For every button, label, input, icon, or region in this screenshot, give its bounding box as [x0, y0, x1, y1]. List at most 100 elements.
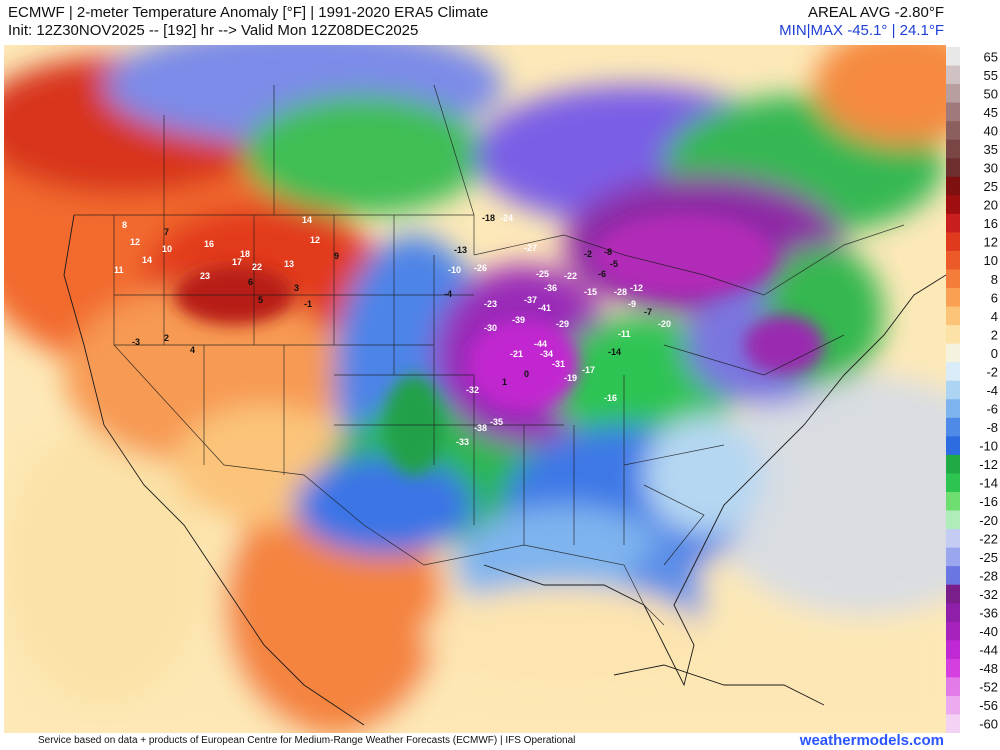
station-anomaly-value: -18	[482, 213, 495, 223]
data-credit: Service based on data + products of Euro…	[38, 735, 576, 746]
colorbar-tick-label: 8	[991, 272, 998, 287]
colorbar-swatch	[946, 250, 960, 271]
colorbar-swatch	[946, 213, 960, 233]
station-anomaly-value: -25	[536, 269, 549, 279]
station-anomaly-value: 14	[142, 255, 152, 265]
colorbar-swatch	[946, 121, 960, 141]
colorbar-swatch	[946, 510, 960, 530]
colorbar-swatch	[946, 454, 960, 475]
station-anomaly-value: -21	[510, 349, 523, 359]
colorbar-tick-label: -56	[979, 698, 998, 713]
colorbar-tick-label: -25	[979, 550, 998, 565]
colorbar-tick-label: 65	[984, 49, 998, 64]
colorbar-tick-label: 2	[991, 327, 998, 342]
station-anomaly-value: -11	[618, 329, 631, 339]
station-anomaly-value: 6	[248, 277, 253, 287]
colorbar-tick-label: -20	[979, 513, 998, 528]
station-anomaly-value: -35	[490, 417, 503, 427]
colorbar-tick-label: 4	[991, 309, 998, 324]
colorbar-tick-label: 16	[984, 216, 998, 231]
colorbar-swatch	[946, 473, 960, 493]
colorbar-tick-label: 20	[984, 198, 998, 213]
station-anomaly-value: -4	[444, 289, 452, 299]
station-anomaly-value: 12	[130, 237, 140, 247]
colorbar-tick-label: -52	[979, 680, 998, 695]
station-anomaly-value: 9	[334, 251, 339, 261]
station-anomaly-value: 0	[524, 369, 529, 379]
station-anomaly-value: -22	[564, 271, 577, 281]
colorbar-tick-label: 45	[984, 105, 998, 120]
station-anomaly-value: 18	[240, 249, 250, 259]
station-anomaly-value: -28	[614, 287, 627, 297]
station-anomaly-value: -2	[584, 249, 592, 259]
station-anomaly-value: 7	[164, 227, 169, 237]
station-anomaly-value: -41	[538, 303, 551, 313]
colorbar-swatch	[946, 491, 960, 512]
station-anomaly-value: -39	[512, 315, 525, 325]
colorbar-swatch	[946, 529, 960, 549]
colorbar-swatch	[946, 714, 960, 733]
colorbar-tick-label: 35	[984, 142, 998, 157]
site-brand[interactable]: weathermodels.com	[799, 732, 944, 749]
colorbar-tick-label: -14	[979, 476, 998, 491]
station-anomaly-value: 14	[302, 215, 312, 225]
colorbar-tick-label: -4	[986, 383, 998, 398]
colorbar-swatch	[946, 677, 960, 697]
station-anomaly-value: -3	[132, 337, 140, 347]
colorbar-swatch	[946, 399, 960, 419]
station-anomaly-value: 11	[114, 265, 124, 275]
colorbar-swatch	[946, 306, 960, 326]
colorbar-swatch	[946, 417, 960, 437]
colorbar-tick-label: 30	[984, 161, 998, 176]
station-anomaly-value: 1	[502, 377, 507, 387]
station-anomaly-value: 2	[164, 333, 169, 343]
colorbar-tick-label: 25	[984, 179, 998, 194]
station-anomaly-value: 8	[122, 220, 127, 230]
station-anomaly-value: -23	[484, 299, 497, 309]
station-anomaly-value: -37	[524, 295, 537, 305]
station-anomaly-value: 13	[284, 259, 294, 269]
colorbar-tick-label: -36	[979, 605, 998, 620]
colorbar-tick-label: -6	[986, 402, 998, 417]
station-anomaly-value: 3	[294, 283, 299, 293]
colorbar-swatch	[946, 325, 960, 345]
station-anomaly-value: -31	[552, 359, 565, 369]
colorbar-swatch	[946, 47, 960, 67]
station-anomaly-value: -24	[500, 213, 513, 223]
station-anomaly-value: -38	[474, 423, 487, 433]
station-anomaly-value: -14	[608, 347, 621, 357]
colorbar-swatch	[946, 343, 960, 363]
colorbar-tick-label: 6	[991, 290, 998, 305]
colorbar-tick-label: -22	[979, 531, 998, 546]
colorbar-swatch	[946, 84, 960, 104]
colorbar-tick-label: -60	[979, 717, 998, 732]
colorbar-tick-label: -10	[979, 439, 998, 454]
colorbar-swatch	[946, 65, 960, 85]
station-anomaly-value: -36	[544, 283, 557, 293]
station-anomaly-value: -27	[524, 243, 537, 253]
station-anomaly-value: -33	[456, 437, 469, 447]
colorbar-tick-label: -44	[979, 643, 998, 658]
station-anomaly-value: 22	[252, 262, 262, 272]
colorbar-tick-label: 50	[984, 86, 998, 101]
colorbar-tick-label: -32	[979, 587, 998, 602]
station-anomaly-value: 12	[310, 235, 320, 245]
station-anomaly-value: 5	[258, 295, 263, 305]
station-anomaly-value: -20	[658, 319, 671, 329]
station-anomaly-value: -26	[474, 263, 487, 273]
station-anomaly-value: -13	[454, 245, 467, 255]
station-anomaly-value: -29	[556, 319, 569, 329]
colorbar-swatch	[946, 621, 960, 641]
station-anomaly-value: -10	[448, 265, 461, 275]
station-anomaly-value: 4	[190, 345, 195, 355]
colorbar-tick-label: -8	[986, 420, 998, 435]
init-valid-line: Init: 12Z30NOV2025 -- [192] hr --> Valid…	[8, 22, 419, 39]
station-anomaly-value: 16	[204, 239, 214, 249]
colorbar-tick-label: -28	[979, 568, 998, 583]
colorbar-tick-label: 10	[984, 253, 998, 268]
colorbar-tick-label: 55	[984, 68, 998, 83]
colorbar-tick-label: 0	[991, 346, 998, 361]
colorbar-tick-label: -40	[979, 624, 998, 639]
areal-average: AREAL AVG -2.80°F	[807, 4, 944, 21]
station-anomaly-value: -17	[582, 365, 595, 375]
